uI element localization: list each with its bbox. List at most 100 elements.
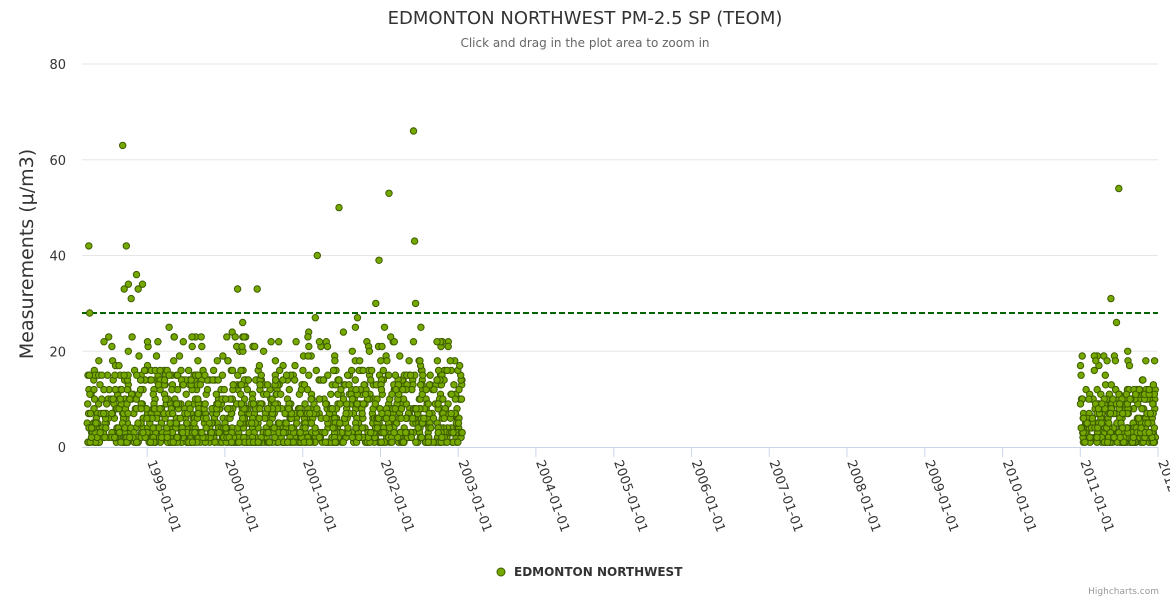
- data-point[interactable]: [143, 414, 151, 422]
- data-point[interactable]: [328, 405, 336, 413]
- data-point[interactable]: [1081, 438, 1089, 446]
- data-point[interactable]: [379, 366, 387, 375]
- data-point[interactable]: [281, 409, 289, 418]
- data-point[interactable]: [239, 318, 247, 327]
- data-point[interactable]: [451, 395, 459, 403]
- data-point[interactable]: [353, 400, 361, 408]
- data-point[interactable]: [444, 342, 452, 351]
- data-point[interactable]: [279, 428, 288, 437]
- data-point[interactable]: [385, 424, 394, 432]
- data-point[interactable]: [86, 309, 94, 317]
- data-point[interactable]: [1077, 424, 1085, 432]
- data-point[interactable]: [237, 400, 246, 408]
- data-point[interactable]: [257, 371, 265, 379]
- data-point[interactable]: [101, 433, 109, 442]
- data-point[interactable]: [371, 400, 379, 408]
- data-point[interactable]: [154, 381, 163, 389]
- data-point[interactable]: [1135, 414, 1143, 422]
- data-point[interactable]: [380, 428, 388, 437]
- data-point[interactable]: [194, 409, 202, 418]
- data-point[interactable]: [1094, 405, 1103, 413]
- data-point[interactable]: [433, 338, 441, 346]
- data-point[interactable]: [456, 361, 464, 370]
- data-point[interactable]: [256, 381, 264, 389]
- data-point[interactable]: [458, 428, 466, 437]
- data-point[interactable]: [336, 419, 344, 427]
- data-point[interactable]: [454, 419, 463, 427]
- data-point[interactable]: [1149, 400, 1157, 408]
- data-point[interactable]: [1076, 361, 1085, 370]
- data-point[interactable]: [1138, 405, 1146, 413]
- data-point[interactable]: [87, 433, 96, 442]
- data-point[interactable]: [305, 371, 313, 379]
- data-point[interactable]: [419, 371, 427, 379]
- data-point[interactable]: [315, 433, 323, 442]
- data-point[interactable]: [1146, 409, 1155, 418]
- data-point[interactable]: [1118, 424, 1127, 432]
- data-point[interactable]: [119, 141, 127, 150]
- data-point[interactable]: [335, 376, 343, 384]
- data-point[interactable]: [402, 428, 410, 437]
- data-point[interactable]: [271, 376, 280, 384]
- data-point[interactable]: [390, 338, 398, 346]
- data-point[interactable]: [336, 400, 344, 408]
- data-point[interactable]: [1094, 424, 1102, 432]
- data-point[interactable]: [409, 338, 418, 346]
- data-point[interactable]: [152, 352, 161, 360]
- data-point[interactable]: [149, 390, 158, 398]
- data-point[interactable]: [184, 366, 193, 375]
- data-point[interactable]: [86, 409, 95, 418]
- data-point[interactable]: [172, 419, 180, 427]
- data-point[interactable]: [342, 409, 350, 418]
- data-point[interactable]: [327, 390, 335, 398]
- data-point[interactable]: [238, 342, 246, 351]
- data-point[interactable]: [1079, 414, 1088, 422]
- data-point[interactable]: [1106, 409, 1115, 418]
- data-point[interactable]: [399, 385, 407, 394]
- data-point[interactable]: [160, 376, 169, 384]
- data-point[interactable]: [188, 342, 196, 351]
- data-point[interactable]: [169, 438, 177, 446]
- data-point[interactable]: [116, 395, 125, 403]
- data-point[interactable]: [455, 385, 463, 394]
- data-point[interactable]: [359, 366, 367, 375]
- data-point[interactable]: [96, 381, 104, 389]
- data-point[interactable]: [1149, 381, 1158, 389]
- data-point[interactable]: [329, 366, 338, 375]
- data-point[interactable]: [390, 428, 398, 437]
- data-point[interactable]: [433, 376, 441, 384]
- data-point[interactable]: [339, 438, 347, 446]
- data-point[interactable]: [233, 285, 242, 293]
- data-point[interactable]: [1103, 438, 1112, 446]
- data-point[interactable]: [356, 357, 364, 365]
- data-point[interactable]: [396, 352, 404, 360]
- data-point[interactable]: [311, 424, 319, 432]
- data-point[interactable]: [243, 385, 252, 394]
- data-point[interactable]: [194, 395, 202, 403]
- data-point[interactable]: [414, 424, 422, 432]
- data-point[interactable]: [288, 424, 296, 432]
- data-point[interactable]: [190, 419, 198, 427]
- data-point[interactable]: [322, 400, 330, 408]
- data-point[interactable]: [447, 409, 455, 418]
- data-point[interactable]: [331, 357, 339, 365]
- data-point[interactable]: [256, 405, 264, 413]
- data-point[interactable]: [263, 390, 271, 398]
- legend[interactable]: EDMONTON NORTHWEST: [496, 565, 683, 579]
- data-point[interactable]: [1125, 361, 1134, 370]
- data-point[interactable]: [254, 438, 262, 446]
- data-point[interactable]: [126, 395, 134, 403]
- data-point[interactable]: [100, 385, 108, 394]
- data-point[interactable]: [312, 366, 320, 375]
- data-point[interactable]: [235, 438, 243, 446]
- data-point[interactable]: [162, 395, 170, 403]
- data-point[interactable]: [319, 376, 328, 384]
- data-point[interactable]: [1111, 357, 1120, 365]
- data-point[interactable]: [306, 409, 314, 418]
- data-point[interactable]: [410, 237, 419, 245]
- data-point[interactable]: [291, 376, 299, 384]
- data-point[interactable]: [168, 385, 176, 394]
- data-point[interactable]: [430, 385, 438, 394]
- data-point[interactable]: [391, 405, 399, 413]
- data-point[interactable]: [87, 424, 96, 432]
